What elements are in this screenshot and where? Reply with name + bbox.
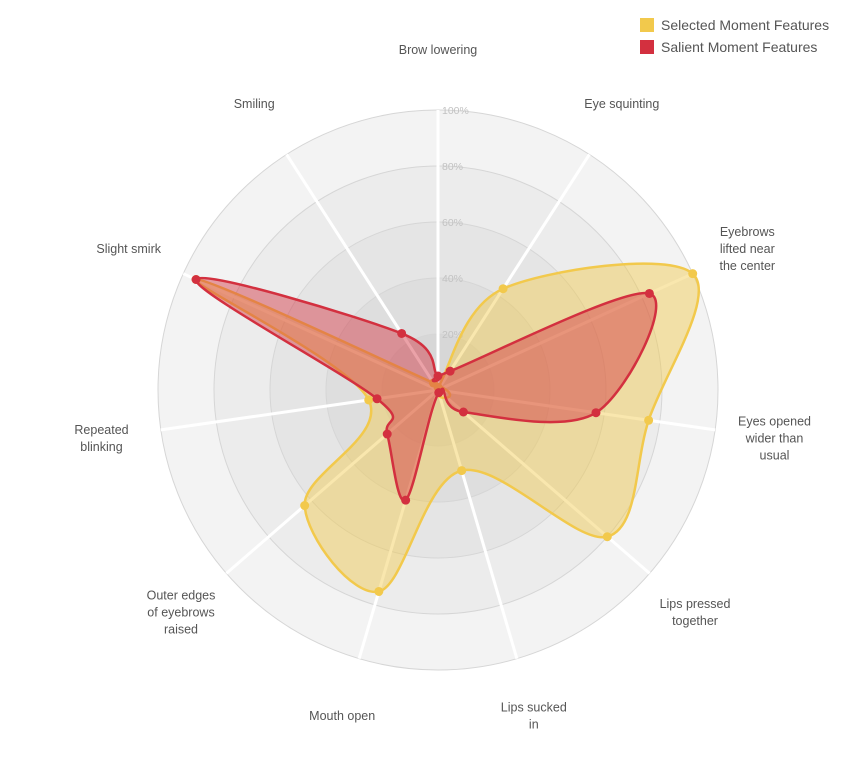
axis-label-3: Eyes opened wider than usual <box>738 414 811 462</box>
tick-label-80%: 80% <box>442 161 463 173</box>
tick-label-20%: 20% <box>442 329 463 341</box>
series-0-point-5[interactable] <box>457 466 467 476</box>
series-1-point-1[interactable] <box>445 366 455 376</box>
radar-axis-labels: Brow lowering Eye squinting Eyebrows lifted… <box>74 43 811 732</box>
series-0-point-6[interactable] <box>374 586 384 596</box>
legend-label-salient: Salient Moment Features <box>661 39 818 55</box>
axis-label-2: Eyebrows lifted near the center <box>720 225 776 273</box>
radar-spokes <box>160 110 716 660</box>
legend-swatch-selected <box>640 18 654 32</box>
spoke-1 <box>436 153 591 391</box>
series-1-point-7[interactable] <box>382 429 392 439</box>
radar-tick-labels: 20% 40% 60% 80% 100% <box>442 105 469 341</box>
spoke-5 <box>436 389 519 660</box>
series-1-point-5[interactable] <box>434 388 444 398</box>
series-area-1 <box>194 276 658 502</box>
tick-label-40%: 40% <box>442 273 463 285</box>
series-0-point-3[interactable] <box>644 415 654 425</box>
spoke-9 <box>182 272 439 392</box>
spoke-10 <box>285 153 440 391</box>
axis-label-9: Slight smirk <box>96 242 161 256</box>
series-0-point-2[interactable] <box>688 269 698 279</box>
spoke-7 <box>225 388 439 575</box>
series-0 <box>191 262 700 596</box>
tick-label-100%: 100% <box>442 105 469 117</box>
series-1-point-0[interactable] <box>433 371 443 381</box>
axis-label-5: Lips sucked in <box>501 701 567 732</box>
series-0-point-1[interactable] <box>498 284 508 294</box>
series-0-point-7[interactable] <box>300 501 310 511</box>
spoke-3 <box>437 388 716 432</box>
legend-item-salient[interactable]: Salient Moment Features <box>640 36 829 58</box>
series-area-0 <box>194 262 700 593</box>
series-1-point-9[interactable] <box>191 274 201 284</box>
series-1-point-6[interactable] <box>401 495 411 505</box>
series-1-point-10[interactable] <box>397 328 407 338</box>
series-1-point-4[interactable] <box>458 407 468 417</box>
axis-label-4: Lips pressed together <box>660 597 731 628</box>
axis-label-7: Outer edges of eyebrows raised <box>147 589 216 637</box>
series-1 <box>191 274 658 505</box>
legend-label-selected: Selected Moment Features <box>661 17 830 33</box>
series-1-point-2[interactable] <box>644 288 654 298</box>
chart-legend: Selected Moment Features Salient Moment … <box>640 14 829 58</box>
series-0-point-4[interactable] <box>602 532 612 542</box>
series-1-point-8[interactable] <box>372 394 382 404</box>
series-1-point-3[interactable] <box>591 408 601 418</box>
axis-label-6: Mouth open <box>309 709 375 723</box>
axis-label-10: Smiling <box>234 97 275 111</box>
legend-swatch-salient <box>640 40 654 54</box>
legend-item-selected[interactable]: Selected Moment Features <box>640 14 829 36</box>
axis-label-8: Repeated blinking <box>74 423 128 454</box>
tick-label-60%: 60% <box>442 217 463 229</box>
series-0-point-8[interactable] <box>364 395 374 405</box>
axis-label-1: Eye squinting <box>584 97 659 111</box>
spoke-8 <box>160 388 439 432</box>
spoke-4 <box>437 388 651 575</box>
axis-label-0: Brow lowering <box>399 43 478 57</box>
radar-series <box>191 262 700 596</box>
